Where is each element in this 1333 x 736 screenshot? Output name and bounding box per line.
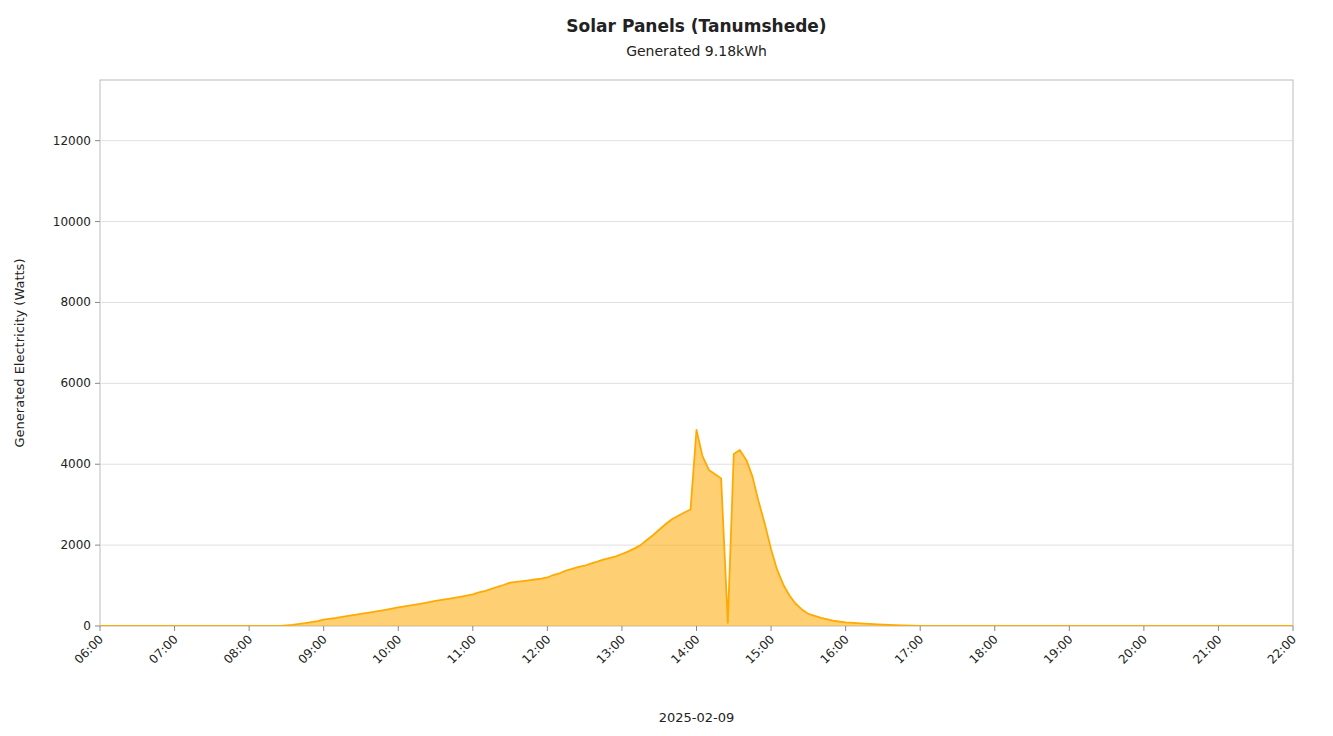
y-tick [95,302,100,303]
grid-line [100,302,1293,303]
x-tick-label: 21:00 [1190,632,1224,666]
y-tick [95,626,100,627]
x-tick [174,626,175,631]
x-tick [472,626,473,631]
grid-line [100,383,1293,384]
y-tick-label: 10000 [53,215,91,229]
chart: 0 2000 4000 6000 8000 10000 12000 06:00 07:00 08:… [0,0,1333,736]
x-tick-label: 11:00 [445,632,479,666]
x-tick-label: 14:00 [668,632,702,666]
x-tick [845,626,846,631]
y-tick [95,221,100,222]
y-tick-label: 8000 [60,295,91,309]
x-tick-label: 18:00 [967,632,1001,666]
y-tick-label: 4000 [60,457,91,471]
area-line [100,430,1293,626]
x-tick-label: 09:00 [295,632,329,666]
y-grid [100,141,1293,626]
x-tick [1293,626,1294,631]
x-axis-label: 2025-02-09 [659,710,735,725]
x-tick [771,626,772,631]
y-axis-label: Generated Electricity (Watts) [12,259,27,448]
x-tick [398,626,399,631]
x-tick-label: 08:00 [221,632,255,666]
x-tick-label: 12:00 [519,632,553,666]
y-tick-label: 6000 [60,376,91,390]
x-tick [1069,626,1070,631]
x-tick-label: 15:00 [743,632,777,666]
x-tick [547,626,548,631]
x-tick-label: 20:00 [1116,632,1150,666]
y-tick [95,140,100,141]
x-tick [100,626,101,631]
grid-line [100,221,1293,222]
x-tick [1218,626,1219,631]
x-tick-label: 10:00 [370,632,404,666]
y-tick [95,464,100,465]
y-tick [95,545,100,546]
x-tick [323,626,324,631]
y-tick-label: 2000 [60,538,91,552]
x-tick-label: 06:00 [72,632,106,666]
x-tick-label: 07:00 [146,632,180,666]
x-tick [920,626,921,631]
y-tick [95,383,100,384]
plot-area [100,430,1293,626]
subtitle: Generated 9.18kWh [626,43,767,59]
x-tick [1143,626,1144,631]
x-tick-label: 17:00 [892,632,926,666]
x-tick-label: 22:00 [1265,632,1299,666]
y-tick-label: 0 [83,619,91,633]
x-tick [696,626,697,631]
x-tick-label: 16:00 [817,632,851,666]
x-tick [994,626,995,631]
area-fill [100,430,1293,626]
grid-line [100,140,1293,141]
title: Solar Panels (Tanumshede) [566,16,826,36]
x-tick [249,626,250,631]
x-tick-label: 19:00 [1041,632,1075,666]
x-tick-label: 13:00 [594,632,628,666]
plot-frame [100,80,1293,626]
x-tick [621,626,622,631]
y-tick-label: 12000 [53,134,91,148]
